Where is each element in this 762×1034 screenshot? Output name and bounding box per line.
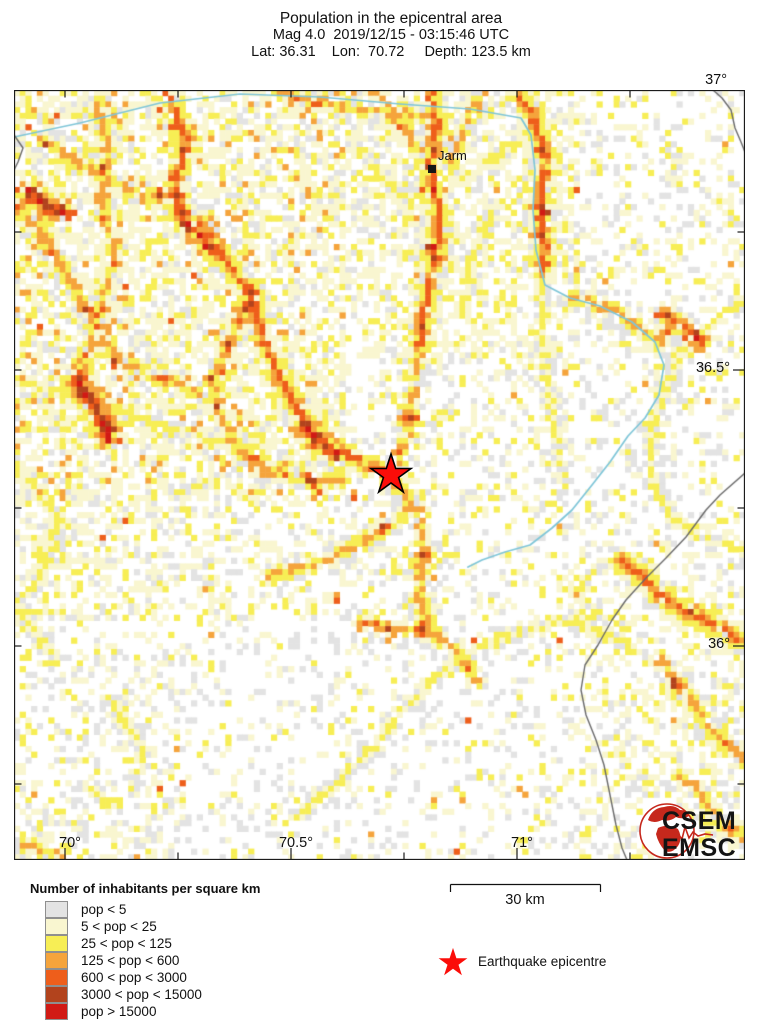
legend-row: 3000 < pop < 15000 bbox=[45, 986, 202, 1003]
scale-bar: 30 km bbox=[449, 883, 602, 908]
place-label-jarm: Jarm bbox=[438, 148, 467, 163]
event-coordinates-depth: Lat: 36.31 Lon: 70.72 Depth: 123.5 km bbox=[251, 44, 531, 60]
legend-swatch bbox=[45, 1003, 68, 1020]
csem-emsc-logo: CSEM EMSC bbox=[639, 803, 736, 862]
legend-row: pop < 5 bbox=[45, 901, 202, 918]
lat-label-36: 36° bbox=[708, 636, 730, 652]
legend-label: pop > 15000 bbox=[81, 1004, 157, 1019]
legend-row: 125 < pop < 600 bbox=[45, 952, 202, 969]
legend: pop < 5 5 < pop < 25 25 < pop < 125 125 … bbox=[45, 901, 202, 1020]
legend-label: 3000 < pop < 15000 bbox=[81, 987, 202, 1002]
map-epicentre-star-icon bbox=[368, 451, 414, 495]
logo-africa-shape bbox=[656, 825, 681, 852]
legend-row: 25 < pop < 125 bbox=[45, 935, 202, 952]
legend-title: Number of inhabitants per square km bbox=[30, 881, 261, 896]
lat-label-36-5: 36.5° bbox=[695, 360, 730, 376]
legend-swatch bbox=[45, 901, 68, 918]
legend-swatch bbox=[45, 952, 68, 969]
lon-label-70: 70° bbox=[59, 835, 81, 851]
legend-label: 600 < pop < 3000 bbox=[81, 970, 187, 985]
epicentre-legend-label: Earthquake epicentre bbox=[478, 954, 607, 969]
lon-label-70-5: 70.5° bbox=[278, 835, 314, 851]
legend-swatch bbox=[45, 918, 68, 935]
lon-label-71: 71° bbox=[511, 835, 533, 851]
lat-label-37: 37° bbox=[705, 72, 727, 88]
legend-row: 600 < pop < 3000 bbox=[45, 969, 202, 986]
scale-bar-label: 30 km bbox=[505, 892, 545, 908]
legend-label: pop < 5 bbox=[81, 902, 127, 917]
place-marker-jarm bbox=[428, 165, 436, 173]
logo-eurasia-shape bbox=[648, 806, 689, 822]
map-frame bbox=[14, 90, 745, 860]
legend-label: 25 < pop < 125 bbox=[81, 936, 172, 951]
page-title: Population in the epicentral area bbox=[279, 10, 503, 27]
legend-label: 5 < pop < 25 bbox=[81, 919, 157, 934]
logo-text-emsc: EMSC bbox=[662, 834, 736, 862]
scale-bar-line bbox=[449, 883, 602, 892]
epicentre-star-icon bbox=[438, 947, 468, 976]
map-overlay bbox=[14, 90, 745, 860]
legend-swatch bbox=[45, 935, 68, 952]
legend-swatch bbox=[45, 986, 68, 1003]
legend-swatch bbox=[45, 969, 68, 986]
event-magnitude-datetime: Mag 4.0 2019/12/15 - 03:15:46 UTC bbox=[272, 27, 510, 43]
legend-label: 125 < pop < 600 bbox=[81, 953, 180, 968]
legend-row: 5 < pop < 25 bbox=[45, 918, 202, 935]
logo-seismogram-icon bbox=[669, 824, 714, 841]
population-map bbox=[14, 90, 745, 860]
logo-text-csem: CSEM bbox=[662, 807, 736, 835]
legend-row: pop > 15000 bbox=[45, 1003, 202, 1020]
